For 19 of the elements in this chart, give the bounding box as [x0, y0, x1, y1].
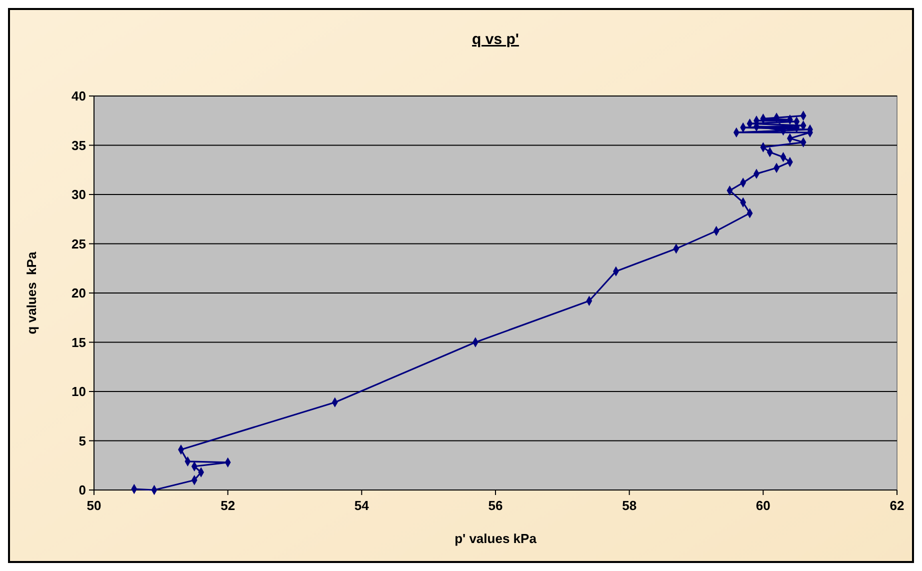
y-tick-label: 10	[72, 384, 86, 400]
x-tick-label: 50	[86, 498, 102, 513]
chart-title: q vs p'	[472, 31, 519, 48]
x-tick-label: 58	[622, 498, 637, 513]
x-tick-label: 62	[890, 498, 904, 513]
y-tick-label: 40	[72, 88, 86, 104]
x-axis-title: p' values kPa	[454, 531, 538, 546]
y-tick-label: 30	[72, 187, 86, 202]
x-tick-label: 52	[220, 498, 236, 513]
y-tick-label: 35	[72, 138, 86, 153]
x-tick-label: 54	[354, 498, 370, 513]
y-tick-label: 0	[78, 482, 86, 498]
y-tick-label: 25	[72, 236, 86, 252]
y-axis-title: q values kPa	[24, 251, 39, 334]
y-tick-label: 5	[78, 433, 86, 448]
y-tick-label: 20	[72, 286, 86, 301]
y-tick-label: 15	[72, 334, 86, 350]
x-tick-label: 56	[488, 498, 503, 513]
x-tick-label: 60	[756, 498, 770, 513]
